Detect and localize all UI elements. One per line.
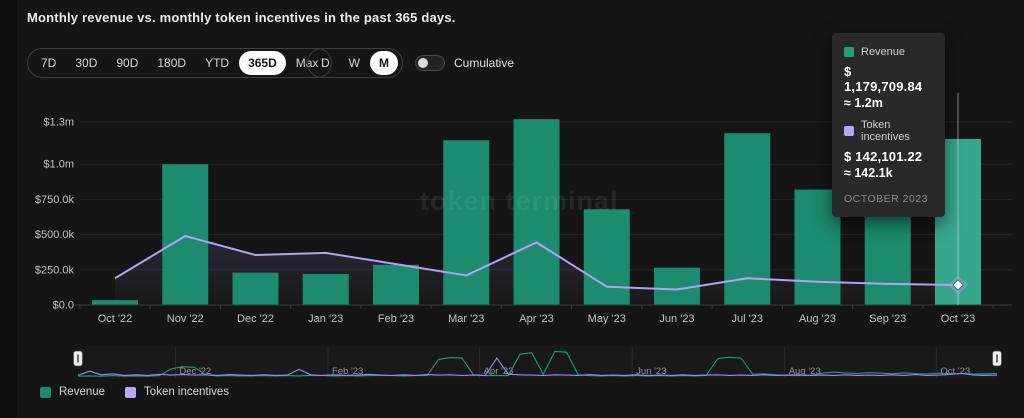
y-axis-label: $250.0k (35, 264, 75, 276)
x-axis-label: May '23 (588, 313, 626, 325)
revenue-bar-apr23[interactable] (513, 119, 560, 305)
legend-revenue-label: Revenue (59, 386, 106, 398)
x-axis-label: Jan '23 (308, 313, 343, 325)
navigator-handle-right-grip (996, 354, 998, 363)
chart-tooltip: Revenue $ 1,179,709.84 ≈ 1.2m Token ince… (832, 33, 945, 217)
range-button-365d[interactable]: 365D (239, 51, 286, 75)
tooltip-incentives-label: Token incentives (861, 119, 910, 143)
tooltip-revenue-approx: ≈ 1.2m (844, 96, 883, 110)
tooltip-revenue-label: Revenue (861, 46, 906, 58)
x-axis-label: Aug '23 (799, 313, 836, 325)
legend-item-incentives[interactable]: Token incentives (125, 386, 229, 398)
tooltip-revenue-value: $ 1,179,709.84 (844, 64, 923, 94)
revenue-bar-dec22[interactable] (232, 272, 279, 305)
revenue-bar-jul23[interactable] (724, 133, 771, 305)
navigator-label: Aug '23 (789, 366, 821, 377)
incentives-line (114, 235, 959, 291)
range-button-180d[interactable]: 180D (157, 56, 187, 70)
revenue-bar-nov22[interactable] (162, 164, 209, 305)
range-button-7d[interactable]: 7D (41, 56, 57, 70)
x-axis-label: Dec '22 (237, 313, 274, 325)
y-axis-label: $1.3m (43, 116, 74, 128)
y-axis-label: $750.0k (35, 194, 75, 206)
x-axis-label: Oct '22 (98, 313, 133, 325)
navigator-incentives-spark (77, 357, 998, 376)
x-axis-label: Apr '23 (519, 313, 554, 325)
x-axis-label: Feb '23 (378, 313, 414, 325)
tooltip-incentives-approx: ≈ 142.1k (844, 166, 893, 180)
cumulative-control: Cumulative (415, 55, 514, 71)
interval-button-w[interactable]: W (348, 56, 360, 70)
revenue-bar-may23[interactable] (583, 209, 630, 305)
range-button-30d[interactable]: 30D (75, 56, 98, 70)
chart-panel: Monthly revenue vs. monthly token incent… (17, 0, 1024, 418)
x-axis-label: Oct '23 (941, 313, 976, 325)
revenue-bar-mar23[interactable] (443, 140, 490, 305)
range-button-90d[interactable]: 90D (116, 56, 139, 70)
navigator-label: Feb '23 (332, 366, 363, 377)
toggle-knob (418, 58, 428, 68)
navigator-label: Dec '22 (179, 366, 211, 377)
y-axis-label: $0.0 (53, 300, 74, 312)
main-chart: $0.0 $250.0k $500.0k $750.0k $1.0m $1.3m Oct '… (35, 93, 1012, 378)
cumulative-label: Cumulative (454, 56, 515, 70)
incentives-point-marker (952, 279, 964, 291)
interval-button-d[interactable]: D (321, 56, 330, 70)
tooltip-incentives-value: $ 142,101.22 (844, 149, 923, 164)
navigator-label: Oct '23 (940, 366, 970, 377)
tooltip-revenue-swatch (844, 47, 854, 57)
x-axis-label: Nov '22 (167, 313, 204, 325)
y-axis-label: $500.0k (35, 229, 75, 241)
x-axis-label: Jun '23 (659, 313, 694, 325)
x-axis-label: Mar '23 (448, 313, 484, 325)
tooltip-date: OCTOBER 2023 (844, 193, 929, 205)
navigator-label: Jun '23 (636, 366, 666, 377)
cumulative-toggle[interactable] (415, 55, 445, 71)
revenue-bar-jan23[interactable] (302, 274, 349, 305)
legend-revenue-swatch (40, 386, 51, 398)
x-axis-label: Sep '23 (869, 313, 906, 325)
revenue-bar-feb23[interactable] (373, 264, 419, 305)
navigator-handle-left-grip (77, 354, 79, 363)
legend-incentives-label: Token incentives (144, 386, 230, 398)
page-title: Monthly revenue vs. monthly token incent… (27, 10, 456, 25)
chart-legend: Revenue Token incentives (40, 386, 229, 398)
legend-incentives-swatch (125, 386, 137, 398)
legend-item-revenue[interactable]: Revenue (40, 386, 105, 398)
x-axis-label: Jul '23 (732, 313, 763, 325)
tooltip-incentives-swatch (844, 126, 854, 136)
interval-button-m[interactable]: M (370, 51, 398, 75)
range-button-ytd[interactable]: YTD (205, 56, 230, 70)
revenue-bar-oct22[interactable] (92, 300, 138, 305)
navigator-revenue-spark (77, 350, 998, 377)
navigator-label: Apr '23 (484, 366, 514, 377)
y-axis-label: $1.0m (43, 159, 74, 171)
